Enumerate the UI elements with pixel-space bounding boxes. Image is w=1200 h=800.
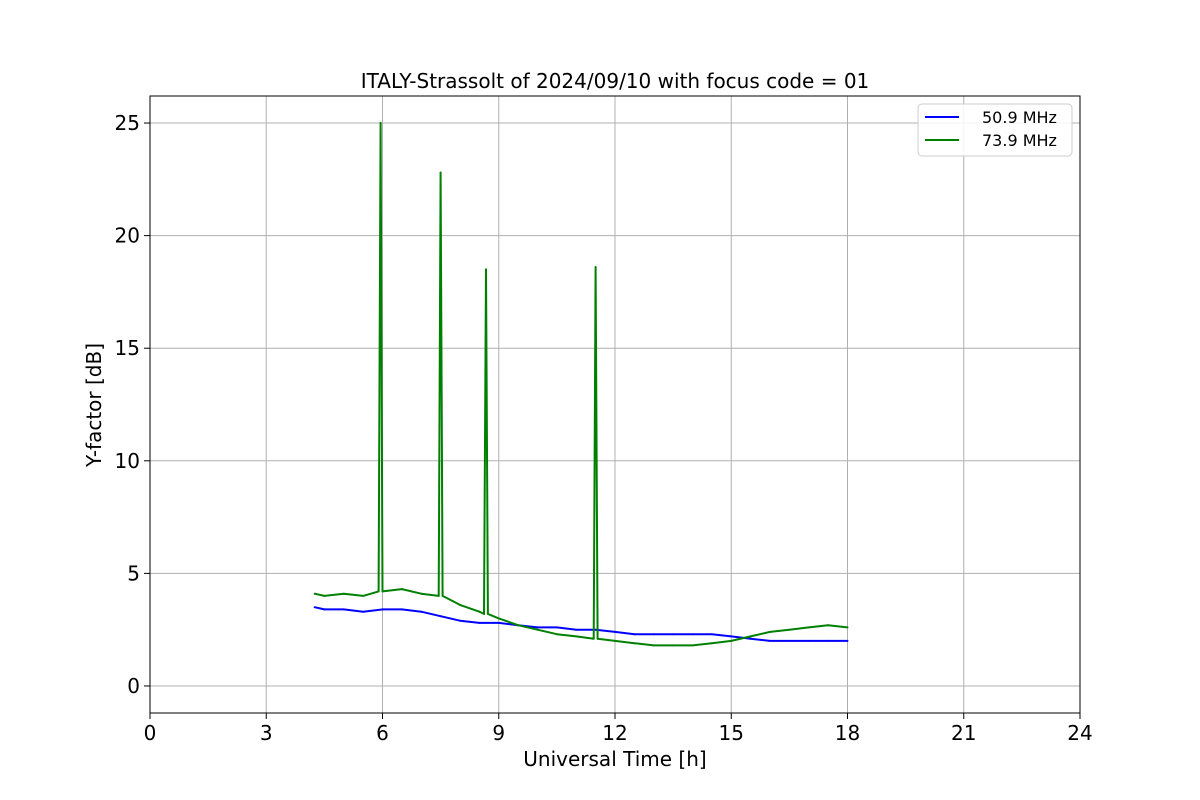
data-point-1 <box>379 122 382 124</box>
data-point-0 <box>846 639 849 642</box>
data-point-1 <box>342 592 345 595</box>
data-point-1 <box>439 171 442 174</box>
data-point-0 <box>652 633 655 636</box>
x-tick-label: 18 <box>835 721 860 745</box>
legend: 50.9 MHz 73.9 MHz <box>917 103 1073 157</box>
data-point-1 <box>730 639 733 642</box>
data-point-1 <box>749 635 752 638</box>
y-axis-label: Y-factor [dB] <box>82 343 106 468</box>
y-tick-label: 5 <box>127 561 140 585</box>
data-point-0 <box>672 633 675 636</box>
data-point-1 <box>377 590 380 593</box>
data-point-1 <box>614 639 616 642</box>
data-point-0 <box>313 606 316 609</box>
data-point-1 <box>633 642 636 645</box>
y-tick-label: 15 <box>115 336 140 360</box>
chart-title: ITALY-Strassolt of 2024/09/10 with focus… <box>361 69 870 93</box>
data-point-1 <box>575 635 578 638</box>
data-point-0 <box>614 630 616 633</box>
data-point-0 <box>575 628 578 631</box>
series-group <box>313 122 849 647</box>
x-axis-label: Universal Time [h] <box>523 747 706 771</box>
data-point-1 <box>827 624 830 627</box>
data-point-1 <box>788 628 791 631</box>
data-point-0 <box>633 633 636 636</box>
x-tick-label: 24 <box>1067 721 1092 745</box>
data-point-1 <box>592 637 595 640</box>
data-point-0 <box>710 633 713 636</box>
data-point-0 <box>381 608 384 611</box>
x-tick-label: 12 <box>602 721 627 745</box>
y-tick-label: 25 <box>115 111 140 135</box>
data-point-1 <box>323 594 326 597</box>
data-point-1 <box>517 624 520 627</box>
data-point-0 <box>555 626 558 629</box>
data-point-0 <box>827 639 830 642</box>
data-point-1 <box>485 268 487 271</box>
data-point-0 <box>459 619 461 622</box>
data-point-1 <box>478 610 481 613</box>
data-point-0 <box>749 637 752 640</box>
x-tick-label: 21 <box>951 721 976 745</box>
data-point-1 <box>672 644 675 647</box>
data-point-0 <box>323 608 326 611</box>
data-point-1 <box>497 617 500 620</box>
data-point-0 <box>420 610 423 613</box>
ticks: 0 3 6 9 12 15 18 21 24 0 5 10 15 20 25 <box>115 111 1093 745</box>
data-point-1 <box>362 594 365 597</box>
y-tick-label: 0 <box>127 674 140 698</box>
data-point-1 <box>769 630 771 633</box>
data-point-1 <box>691 644 694 647</box>
data-point-1 <box>381 590 384 593</box>
data-point-0 <box>342 608 345 611</box>
data-point-0 <box>807 639 810 642</box>
x-tick-label: 15 <box>719 721 744 745</box>
data-point-0 <box>594 628 597 631</box>
data-point-0 <box>730 635 733 638</box>
data-point-0 <box>497 621 500 624</box>
y-tick-label: 20 <box>115 224 140 248</box>
data-point-1 <box>486 612 489 615</box>
data-point-0 <box>788 639 791 642</box>
x-tick-label: 0 <box>144 721 157 745</box>
legend-label-50-9: 50.9 MHz <box>982 108 1057 127</box>
data-point-0 <box>439 615 442 618</box>
data-point-1 <box>437 594 440 597</box>
data-point-1 <box>400 588 403 591</box>
data-point-1 <box>459 603 461 606</box>
data-point-1 <box>536 628 539 631</box>
legend-label-73-9: 73.9 MHz <box>982 131 1057 150</box>
data-point-1 <box>846 626 849 629</box>
x-tick-label: 3 <box>260 721 273 745</box>
series-line-1 <box>314 122 848 647</box>
data-point-0 <box>536 626 539 629</box>
data-point-0 <box>362 610 365 613</box>
x-tick-label: 6 <box>376 721 389 745</box>
y-tick-label: 10 <box>115 449 140 473</box>
data-point-1 <box>555 633 558 636</box>
data-point-1 <box>313 592 316 595</box>
data-point-0 <box>691 633 694 636</box>
data-point-1 <box>596 637 599 640</box>
data-point-1 <box>594 266 597 269</box>
data-point-1 <box>441 594 444 597</box>
x-tick-label: 9 <box>492 721 505 745</box>
data-point-1 <box>652 644 655 647</box>
data-point-0 <box>769 639 771 642</box>
data-point-1 <box>710 642 713 645</box>
data-point-1 <box>420 592 423 595</box>
data-point-1 <box>483 612 485 615</box>
data-point-1 <box>807 626 810 629</box>
data-point-0 <box>478 621 481 624</box>
data-point-0 <box>400 608 403 611</box>
